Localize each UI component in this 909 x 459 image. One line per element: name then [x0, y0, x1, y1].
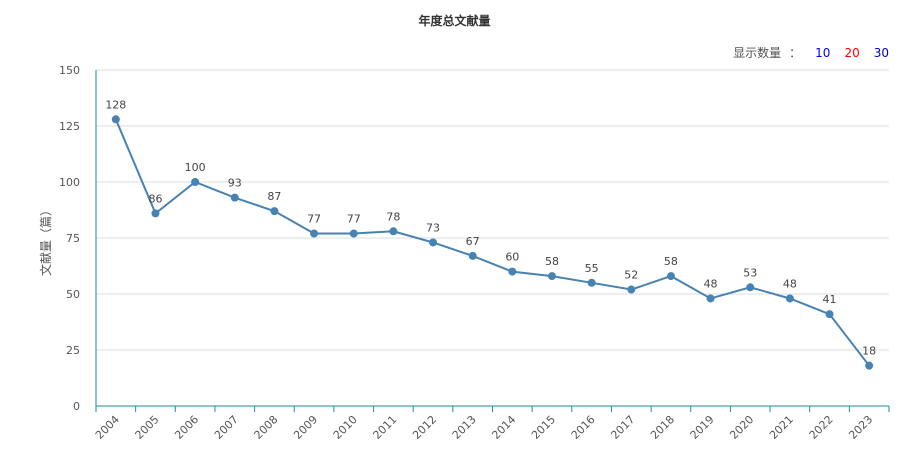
data-point [785, 294, 794, 303]
data-label: 87 [267, 190, 281, 203]
data-label: 41 [823, 293, 837, 306]
data-label: 60 [505, 251, 519, 264]
x-tick-label: 2007 [212, 413, 241, 442]
y-tick-label: 100 [59, 176, 80, 189]
data-label: 53 [743, 266, 757, 279]
data-point [746, 283, 755, 292]
data-label: 77 [347, 213, 361, 226]
data-point [230, 193, 239, 202]
data-label: 52 [624, 269, 638, 282]
y-tick-label: 150 [59, 64, 80, 77]
x-tick-label: 2005 [133, 413, 162, 442]
x-tick-label: 2010 [331, 413, 360, 442]
x-tick-label: 2022 [807, 413, 836, 442]
y-axis-title: 文献量（篇） [38, 204, 53, 276]
x-tick-label: 2006 [172, 413, 201, 442]
x-tick-label: 2013 [450, 413, 479, 442]
x-tick-label: 2020 [727, 413, 756, 442]
y-tick-label: 75 [66, 232, 80, 245]
y-tick-label: 125 [59, 120, 80, 133]
display-count-colon: ： [789, 46, 802, 60]
x-tick-label: 2012 [410, 413, 439, 442]
data-label: 77 [307, 213, 321, 226]
y-tick-label: 0 [73, 400, 80, 413]
data-point [310, 229, 319, 238]
data-label: 86 [148, 192, 162, 205]
data-point [627, 285, 636, 294]
data-point [111, 115, 120, 124]
x-tick-label: 2011 [371, 413, 400, 442]
series-line [114, 118, 870, 367]
data-point [706, 294, 715, 303]
x-tick-label: 2023 [846, 413, 875, 442]
data-point [587, 278, 596, 287]
data-point [349, 229, 358, 238]
x-tick-label: 2009 [291, 413, 320, 442]
data-point [508, 267, 517, 276]
data-point [191, 178, 200, 186]
data-label: 73 [426, 221, 440, 234]
data-point [825, 310, 834, 319]
x-tick-label: 2019 [688, 413, 717, 442]
data-label: 67 [466, 235, 480, 248]
x-tick-label: 2014 [489, 413, 518, 442]
y-tick-label: 50 [66, 288, 80, 301]
display-count-selector: 显示数量 ： 10 20 30 [733, 44, 889, 61]
data-label: 48 [704, 277, 718, 290]
display-count-option-20[interactable]: 20 [844, 45, 860, 60]
data-point [865, 361, 874, 370]
y-tick-label: 25 [66, 344, 80, 357]
data-label: 100 [185, 161, 206, 174]
x-tick-label: 2018 [648, 413, 677, 442]
data-label: 58 [664, 255, 678, 268]
data-label: 128 [105, 98, 126, 111]
data-point [547, 272, 556, 281]
display-count-option-30[interactable]: 30 [873, 45, 889, 60]
data-point [429, 238, 438, 247]
data-point [270, 207, 279, 216]
data-label: 48 [783, 277, 797, 290]
x-tick-label: 2017 [608, 413, 637, 442]
x-tick-label: 2015 [529, 413, 558, 442]
data-label: 78 [386, 210, 400, 223]
data-label: 58 [545, 255, 559, 268]
data-point [151, 209, 160, 218]
x-tick-label: 2016 [569, 413, 598, 442]
data-label: 93 [228, 177, 242, 190]
data-point [666, 272, 675, 281]
x-tick-label: 2021 [767, 413, 796, 442]
x-tick-label: 2008 [252, 413, 281, 442]
data-label: 18 [862, 345, 876, 358]
x-tick-label: 2004 [93, 413, 122, 442]
display-count-option-10[interactable]: 10 [815, 45, 831, 60]
chart-title: 年度总文献量 [418, 14, 491, 28]
display-count-label: 显示数量 [733, 46, 782, 60]
data-point [468, 251, 477, 260]
data-label: 55 [585, 262, 599, 275]
data-point [389, 227, 398, 236]
